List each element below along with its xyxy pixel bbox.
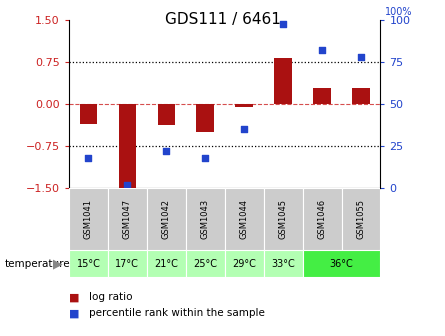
Bar <box>186 188 225 250</box>
Text: GSM1047: GSM1047 <box>123 199 132 239</box>
Point <box>319 48 326 53</box>
Text: GSM1055: GSM1055 <box>356 199 365 239</box>
Bar <box>225 250 264 277</box>
Bar <box>147 250 186 277</box>
Bar <box>303 188 342 250</box>
Text: GSM1043: GSM1043 <box>201 199 210 239</box>
Bar <box>119 104 136 188</box>
Bar <box>108 188 147 250</box>
Text: GSM1042: GSM1042 <box>162 199 171 239</box>
Text: GSM1045: GSM1045 <box>279 199 287 239</box>
Text: log ratio: log ratio <box>89 292 133 302</box>
Text: percentile rank within the sample: percentile rank within the sample <box>89 308 265 318</box>
Bar <box>108 250 147 277</box>
Bar <box>186 250 225 277</box>
Text: 36°C: 36°C <box>330 259 353 269</box>
Text: GDS111 / 6461: GDS111 / 6461 <box>165 12 280 27</box>
Text: temperature: temperature <box>4 259 70 269</box>
Text: 15°C: 15°C <box>77 259 101 269</box>
Text: GSM1041: GSM1041 <box>84 199 93 239</box>
Bar <box>158 104 175 125</box>
Bar <box>197 104 214 132</box>
Text: ■: ■ <box>69 292 80 302</box>
Point <box>202 155 209 161</box>
Point <box>85 155 92 161</box>
Point <box>124 182 131 187</box>
Text: GSM1044: GSM1044 <box>240 199 249 239</box>
Point <box>279 21 287 26</box>
Point <box>241 127 248 132</box>
Text: GSM1046: GSM1046 <box>318 199 327 239</box>
Point <box>357 54 364 60</box>
Bar <box>69 188 108 250</box>
Bar <box>264 188 303 250</box>
Text: 29°C: 29°C <box>232 259 256 269</box>
Text: 100%: 100% <box>384 7 412 17</box>
Bar <box>235 104 253 107</box>
Bar <box>313 88 331 104</box>
Text: ■: ■ <box>69 308 80 318</box>
Text: 33°C: 33°C <box>271 259 295 269</box>
Bar <box>264 250 303 277</box>
Bar <box>342 188 380 250</box>
Text: 21°C: 21°C <box>154 259 178 269</box>
Text: 17°C: 17°C <box>115 259 139 269</box>
Bar <box>147 188 186 250</box>
Text: 25°C: 25°C <box>193 259 217 269</box>
Bar <box>69 250 108 277</box>
Point <box>163 149 170 154</box>
Bar <box>225 188 264 250</box>
Bar <box>303 250 380 277</box>
Text: ▶: ▶ <box>53 257 63 270</box>
Bar <box>352 88 370 104</box>
Bar <box>80 104 97 124</box>
Bar <box>275 58 292 104</box>
